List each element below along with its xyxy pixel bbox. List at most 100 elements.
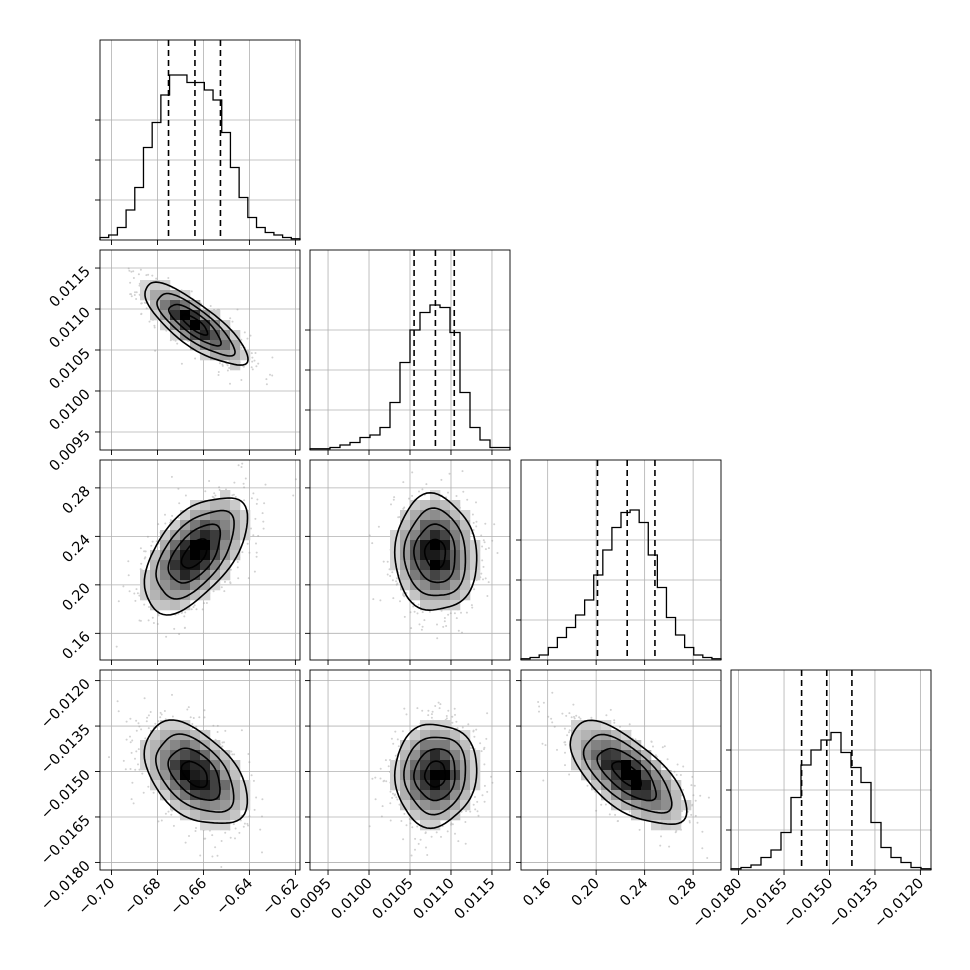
- sample-point: [403, 812, 406, 815]
- sample-point: [450, 822, 453, 825]
- sample-point: [144, 556, 147, 559]
- sample-point: [563, 727, 566, 730]
- sample-point: [460, 810, 463, 813]
- sample-point: [424, 831, 427, 834]
- contour-level-4: [393, 491, 478, 612]
- sample-point: [403, 707, 406, 710]
- scatter-panel-3-4: 0.16 0.20 0.24 0.28: [516, 669, 722, 910]
- sample-point: [134, 599, 137, 602]
- density-cell: [470, 560, 481, 571]
- density-cell: [160, 780, 171, 791]
- sample-point: [393, 496, 396, 499]
- sample-point: [164, 718, 167, 721]
- density-cell: [400, 530, 411, 541]
- contour-level-2: [167, 523, 222, 584]
- density-cell: [180, 740, 191, 751]
- density-cell: [651, 780, 662, 791]
- density-cell: [190, 740, 201, 751]
- sample-point: [483, 763, 486, 766]
- density-cell: [641, 790, 652, 801]
- sample-point: [430, 713, 433, 716]
- density-cell: [641, 760, 652, 771]
- sample-point: [480, 750, 483, 753]
- sample-point: [232, 823, 235, 826]
- sample-point: [595, 809, 598, 812]
- sample-point: [184, 494, 187, 497]
- contour-level-2: [596, 747, 658, 802]
- density-cell: [440, 750, 451, 761]
- sample-point: [387, 765, 390, 768]
- density-cell: [601, 780, 612, 791]
- sample-point: [145, 307, 148, 310]
- sample-point: [117, 710, 120, 713]
- density-cell: [160, 540, 171, 551]
- density-cell: [230, 790, 241, 801]
- sample-point: [240, 466, 243, 468]
- sample-point: [148, 320, 151, 323]
- density-cell: [200, 530, 211, 541]
- sample-point: [395, 583, 398, 586]
- sample-point: [674, 831, 677, 834]
- sample-point: [228, 360, 231, 363]
- density-cell: [170, 780, 181, 791]
- sample-point: [690, 784, 693, 787]
- sample-point: [403, 615, 406, 618]
- contour-level-4: [393, 723, 478, 830]
- sample-point: [237, 577, 240, 580]
- sample-point: [573, 715, 575, 718]
- density-cell: [210, 320, 221, 331]
- sample-point: [457, 840, 460, 843]
- sample-point: [605, 714, 608, 717]
- sample-point: [247, 753, 250, 755]
- density-cell: [430, 770, 441, 781]
- sample-point: [205, 602, 208, 604]
- sample-point: [251, 360, 254, 363]
- density-cell: [230, 770, 241, 781]
- sample-point: [138, 594, 141, 597]
- sample-point: [561, 712, 564, 715]
- density-cell: [150, 550, 161, 561]
- sample-point: [140, 562, 143, 565]
- contour-level-1: [180, 760, 209, 789]
- density-cell: [410, 750, 421, 761]
- density-cell: [190, 530, 201, 541]
- sample-point: [255, 502, 258, 505]
- sample-point: [464, 821, 467, 823]
- density-cell: [621, 750, 632, 761]
- contour-level-2: [167, 747, 221, 801]
- sample-point: [446, 830, 449, 833]
- sample-point: [189, 716, 192, 719]
- sample-point: [201, 608, 204, 611]
- sample-point: [377, 525, 380, 528]
- density-cell: [430, 740, 441, 751]
- sample-point: [220, 586, 223, 589]
- density-cell: [400, 550, 411, 561]
- density-cell: [390, 530, 401, 541]
- density-cell: [210, 570, 221, 581]
- sample-point: [466, 498, 469, 501]
- density-cell: [220, 570, 231, 581]
- sample-point: [294, 478, 297, 481]
- sample-point: [239, 819, 242, 822]
- density-cell: [631, 740, 642, 751]
- density-cell: [160, 300, 171, 311]
- density-cell: [671, 800, 682, 811]
- sample-point: [480, 534, 483, 537]
- sample-point: [475, 501, 477, 504]
- density-cell: [440, 530, 451, 541]
- sample-point: [427, 709, 430, 712]
- sample-point: [471, 513, 474, 516]
- sample-point: [149, 711, 152, 713]
- density-cell: [160, 550, 171, 561]
- sample-point: [403, 506, 406, 509]
- sample-point: [177, 516, 180, 519]
- density-cell: [210, 330, 221, 341]
- density-cell: [430, 580, 441, 591]
- density-cell: [621, 760, 632, 771]
- density-cell: [420, 530, 431, 541]
- density-cell: [450, 790, 461, 801]
- sample-point: [246, 822, 249, 825]
- sample-point: [137, 748, 140, 751]
- density-cell: [230, 350, 241, 361]
- sample-point: [128, 269, 131, 272]
